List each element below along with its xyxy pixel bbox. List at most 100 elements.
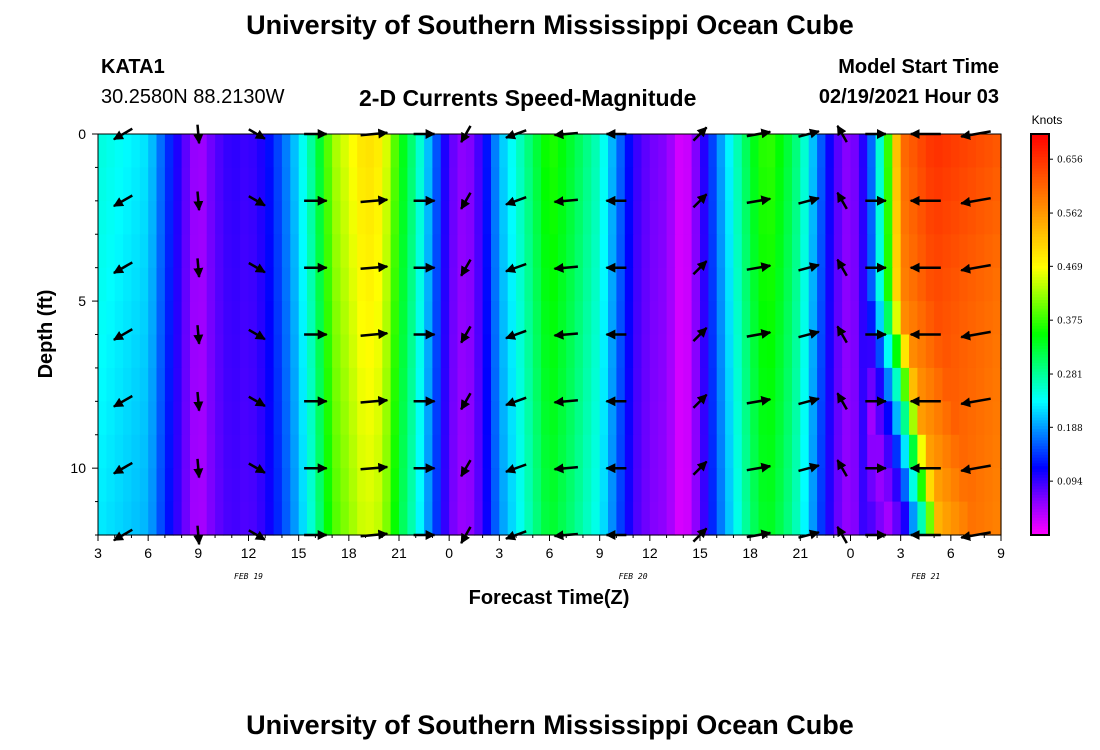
heatmap-cell: [348, 167, 358, 202]
heatmap-cell: [323, 234, 333, 269]
heatmap-cell: [223, 468, 233, 503]
heatmap-cell: [123, 134, 133, 168]
current-vector: [113, 261, 133, 275]
heatmap-cell: [708, 167, 718, 202]
colorbar-segment: [1031, 474, 1049, 479]
current-vector: [553, 196, 579, 207]
heatmap-cell: [666, 401, 676, 436]
heatmap-cell: [457, 367, 467, 402]
colorbar-segment: [1031, 351, 1049, 356]
heatmap-cell: [842, 468, 852, 503]
heatmap-cell: [582, 501, 592, 536]
colorbar-segment: [1031, 526, 1049, 530]
heatmap-cell: [975, 501, 985, 536]
heatmap-cell: [399, 134, 408, 168]
heatmap-cell: [967, 401, 977, 436]
heatmap-cell: [708, 501, 718, 536]
heatmap-cell: [658, 200, 668, 235]
heatmap-cell: [399, 200, 408, 235]
colorbar-segment: [1031, 237, 1049, 241]
heatmap-cell: [390, 367, 400, 402]
heatmap-cell: [190, 401, 199, 436]
colorbar-segment: [1031, 334, 1049, 338]
heatmap-cell: [808, 367, 818, 402]
heatmap-cell: [407, 301, 417, 336]
heatmap-cell: [432, 334, 442, 369]
heatmap-cell: [223, 434, 233, 469]
heatmap-cell: [348, 468, 358, 503]
heatmap-cell: [390, 334, 400, 369]
heatmap-cell: [649, 334, 659, 369]
colorbar-segment: [1031, 225, 1049, 230]
heatmap-cell: [967, 367, 977, 402]
heatmap-cell: [181, 234, 191, 269]
colorbar-segment: [1031, 214, 1049, 218]
heatmap-cell: [867, 234, 877, 269]
heatmap-cell: [950, 501, 960, 536]
heatmap-cell: [624, 468, 634, 503]
heatmap-cell: [817, 501, 827, 536]
heatmap-cell: [231, 334, 241, 369]
heatmap-cell: [440, 267, 450, 302]
heatmap-cell: [599, 401, 609, 436]
heatmap-cell: [499, 167, 509, 202]
heatmap-cell: [482, 367, 492, 402]
heatmap-cell: [499, 301, 509, 336]
heatmap-cell: [608, 501, 617, 536]
heatmap-cell: [290, 267, 300, 302]
heatmap-cell: [248, 367, 258, 402]
heatmap-cell: [365, 367, 375, 402]
heatmap-cell: [892, 434, 902, 469]
heatmap-cell: [858, 334, 868, 369]
heatmap-cell: [465, 134, 475, 168]
heatmap-cell: [114, 234, 124, 269]
heatmap-cell: [633, 234, 643, 269]
heatmap-cell: [967, 501, 977, 536]
heatmap-cell: [591, 501, 601, 536]
heatmap-cell: [591, 234, 601, 269]
heatmap-cell: [106, 167, 116, 202]
heatmap-cell: [750, 134, 760, 168]
heatmap-cell: [766, 134, 776, 168]
model-start-value: 02/19/2021 Hour 03: [818, 86, 999, 108]
heatmap-cell: [725, 167, 735, 202]
heatmap-cell: [725, 367, 735, 402]
heatmap-cell: [716, 334, 726, 369]
colorbar-segment: [1031, 317, 1049, 321]
heatmap-cell: [842, 401, 852, 436]
heatmap-cell: [883, 200, 893, 235]
heatmap-cell: [649, 501, 659, 536]
heatmap-cell: [992, 334, 1002, 369]
heatmap-cell: [173, 468, 183, 503]
y-tick-label: 10: [70, 460, 86, 476]
heatmap-cell: [123, 334, 133, 369]
heatmap-cell: [716, 468, 726, 503]
heatmap-cell: [658, 501, 668, 536]
heatmap-cell: [206, 267, 216, 302]
current-vector: [798, 195, 820, 206]
heatmap-cell: [340, 200, 350, 235]
heatmap-cell: [281, 434, 291, 469]
heatmap-cell: [900, 134, 910, 168]
heatmap-cell: [131, 501, 141, 536]
heatmap-cell: [950, 267, 960, 302]
heatmap-cell: [290, 367, 300, 402]
colorbar-segment: [1031, 514, 1049, 519]
heatmap-cell: [557, 367, 567, 402]
heatmap-cell: [959, 367, 969, 402]
heatmap-cell: [156, 200, 166, 235]
colorbar-segment: [1031, 305, 1049, 310]
heatmap-cell: [766, 267, 776, 302]
heatmap-cell: [658, 267, 668, 302]
heatmap-cell: [240, 234, 250, 269]
heatmap-cell: [491, 367, 500, 402]
heatmap-cell: [231, 468, 241, 503]
heatmap-cell: [934, 167, 944, 202]
heatmap-cell: [557, 401, 567, 436]
heatmap-cell: [725, 301, 735, 336]
heatmap-cell: [181, 200, 191, 235]
heatmap-cell: [666, 468, 676, 503]
heatmap-cell: [574, 200, 584, 235]
heatmap-cell: [691, 501, 701, 536]
heatmap-cell: [666, 134, 676, 168]
